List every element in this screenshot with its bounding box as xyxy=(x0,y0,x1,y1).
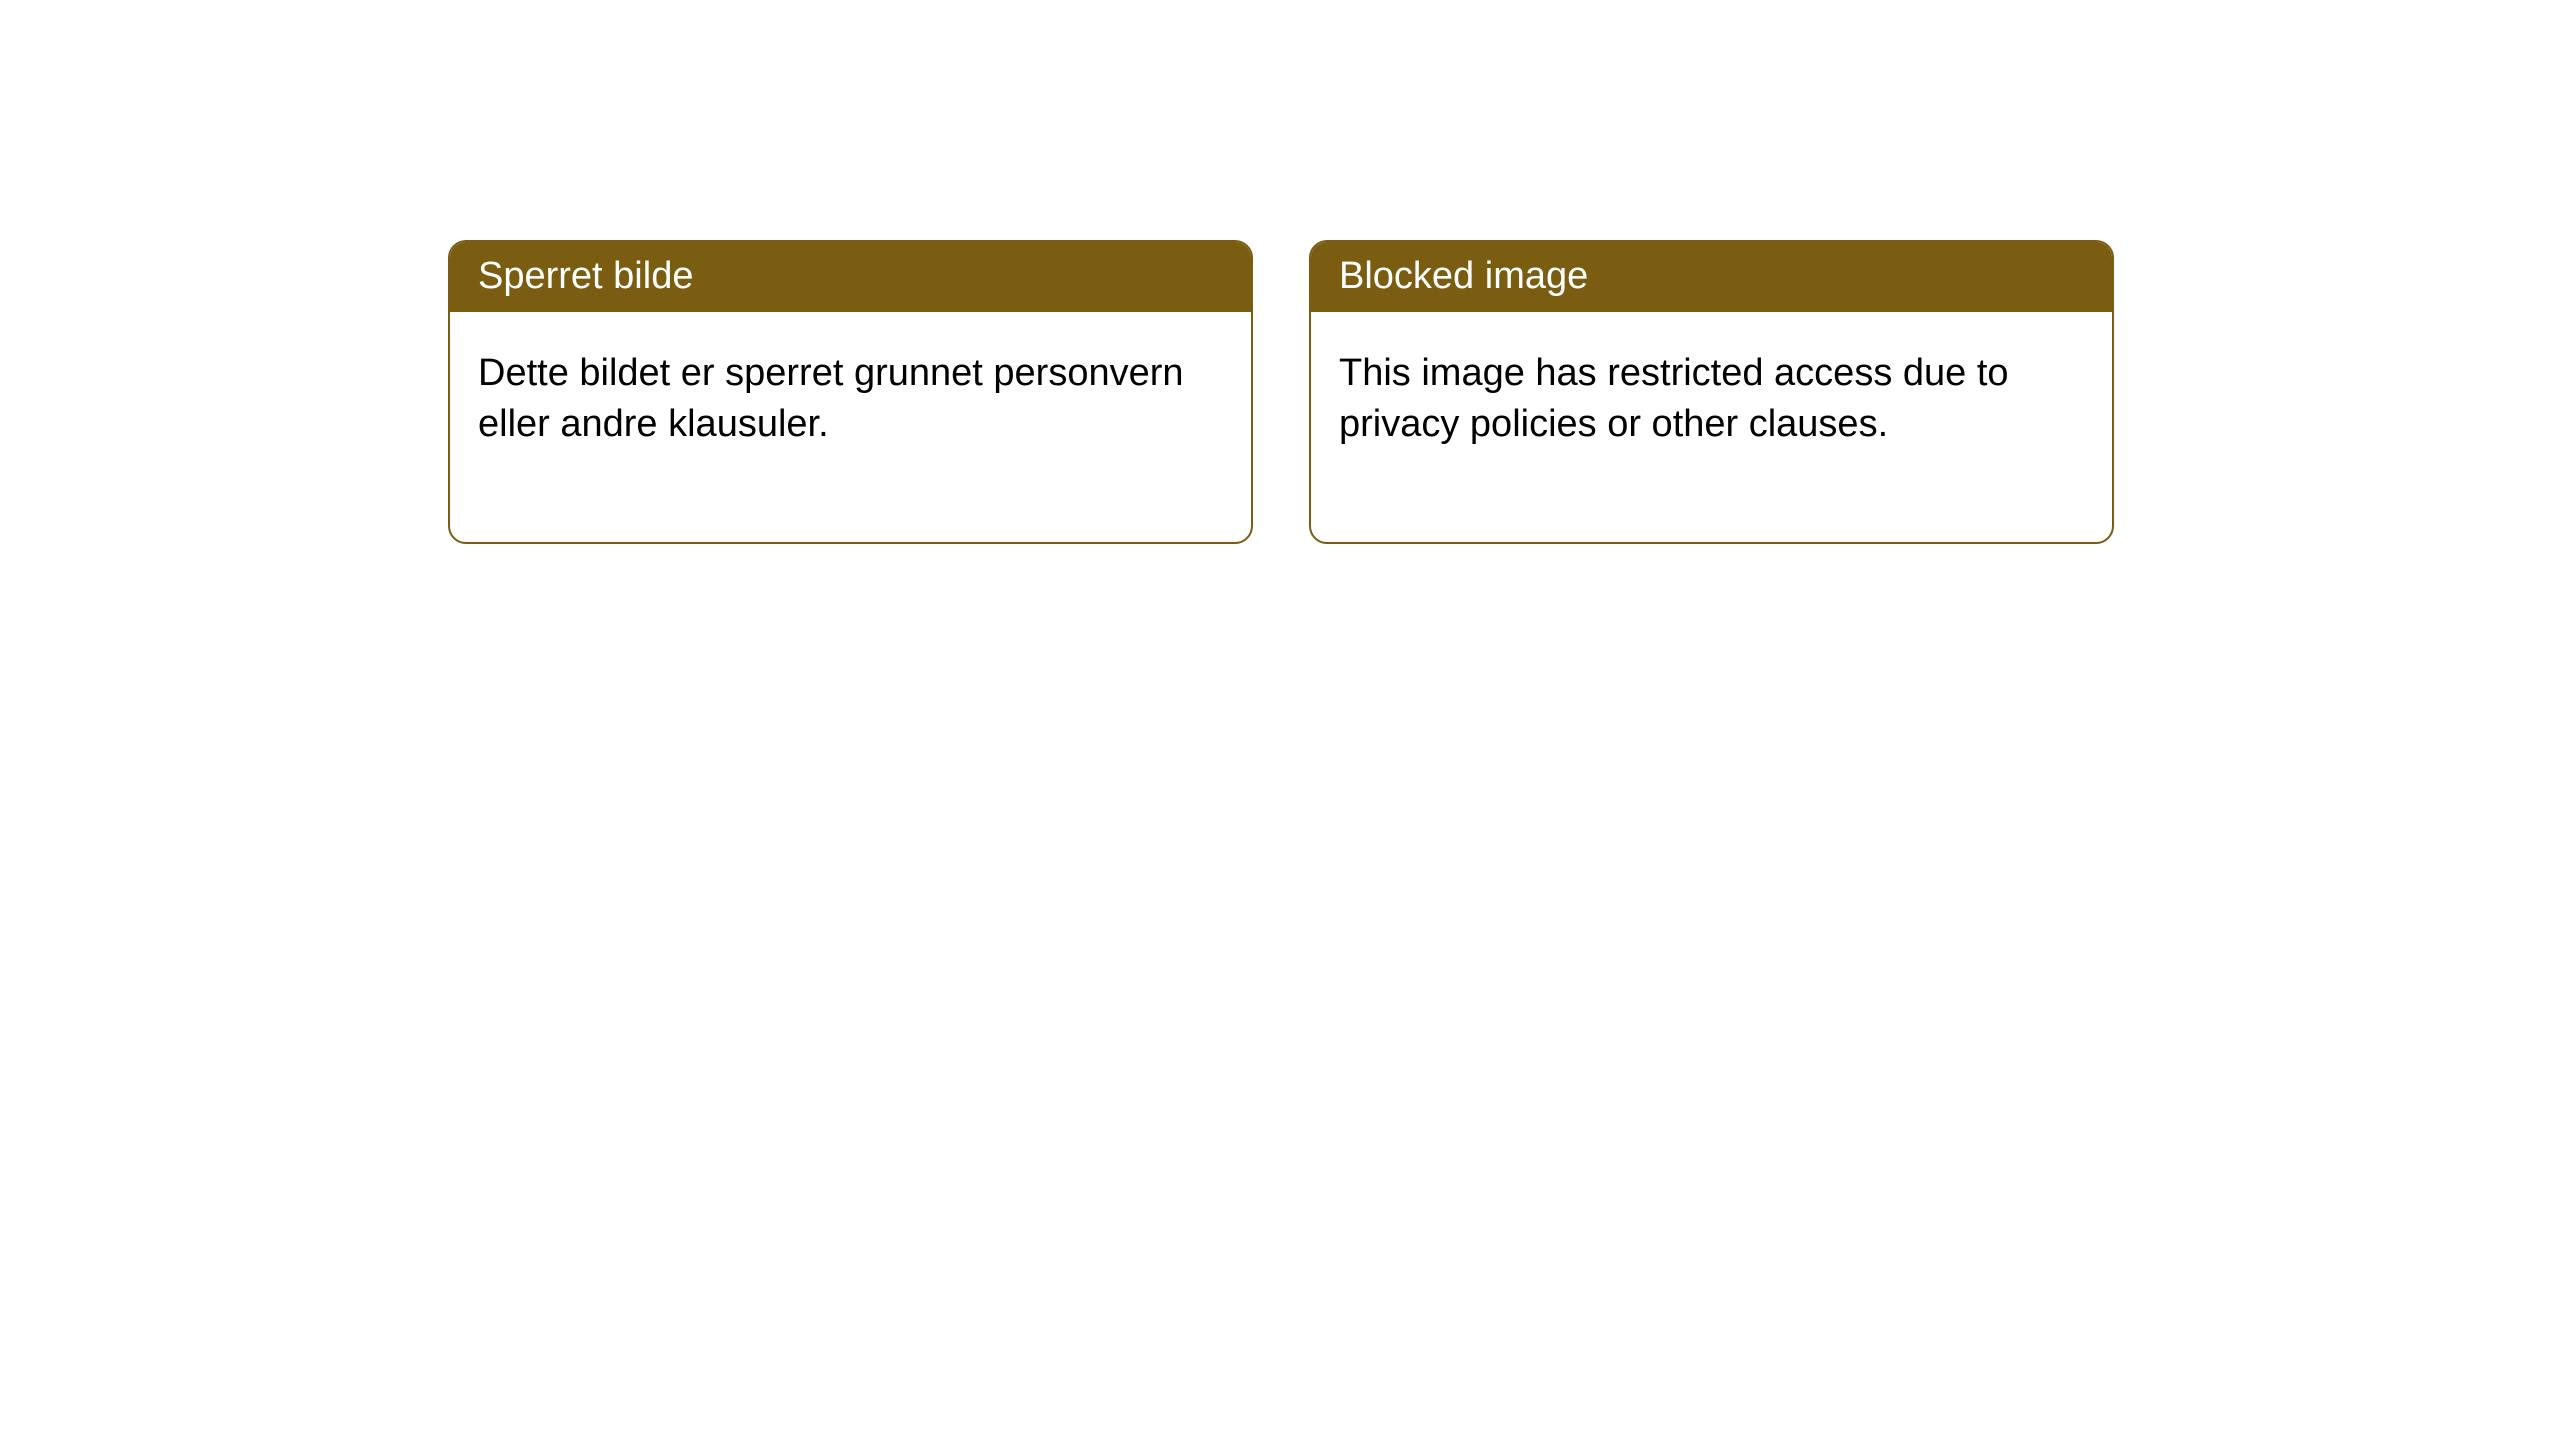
blocked-image-card-no: Sperret bilde Dette bildet er sperret gr… xyxy=(448,240,1253,544)
blocked-image-card-en: Blocked image This image has restricted … xyxy=(1309,240,2114,544)
card-header-en: Blocked image xyxy=(1311,242,2112,312)
blocked-image-notices: Sperret bilde Dette bildet er sperret gr… xyxy=(448,240,2114,544)
card-body-no: Dette bildet er sperret grunnet personve… xyxy=(450,312,1251,542)
card-body-en: This image has restricted access due to … xyxy=(1311,312,2112,542)
card-header-no: Sperret bilde xyxy=(450,242,1251,312)
